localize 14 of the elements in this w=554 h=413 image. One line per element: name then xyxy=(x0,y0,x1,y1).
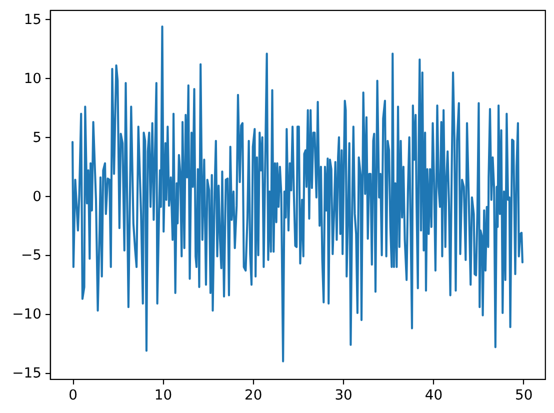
line-series xyxy=(72,25,524,362)
x-tick-label: 40 xyxy=(424,388,443,404)
y-tick-label: −5 xyxy=(21,248,42,264)
y-tick-label: 5 xyxy=(32,130,42,146)
y-tick-label: 0 xyxy=(32,188,42,205)
x-tick-label: 50 xyxy=(515,388,533,404)
y-tick-label: 10 xyxy=(24,70,42,87)
x-tick-label: 30 xyxy=(334,388,352,404)
x-tick-label: 20 xyxy=(244,388,262,404)
y-tick-label: 15 xyxy=(24,12,42,28)
x-tick-label: 0 xyxy=(68,388,78,404)
x-tick-label: 10 xyxy=(154,388,172,404)
y-tick-label: −15 xyxy=(12,366,42,382)
y-tick-label: −10 xyxy=(12,306,42,323)
